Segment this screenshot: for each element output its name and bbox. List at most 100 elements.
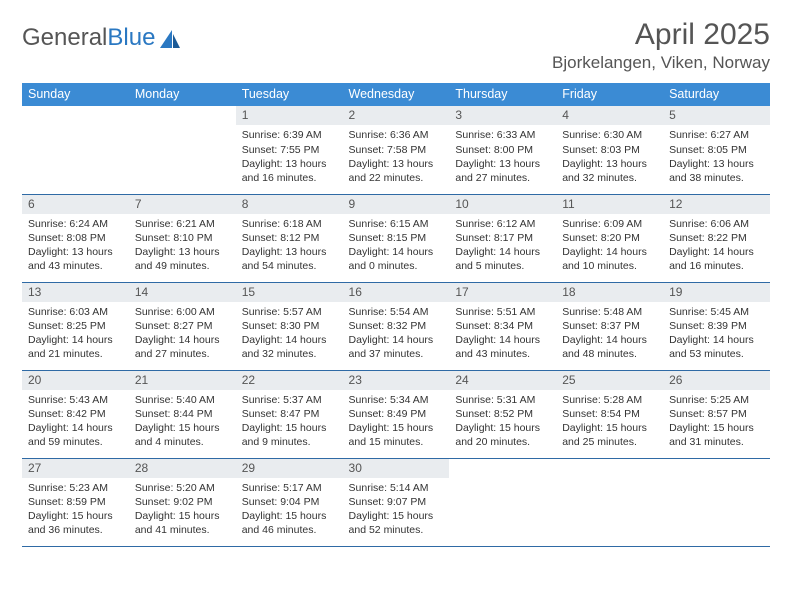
day-details: Sunrise: 6:06 AMSunset: 8:22 PMDaylight:…	[663, 214, 770, 278]
day-details: Sunrise: 5:28 AMSunset: 8:54 PMDaylight:…	[556, 390, 663, 454]
day-details: Sunrise: 5:17 AMSunset: 9:04 PMDaylight:…	[236, 478, 343, 542]
day-details: Sunrise: 5:51 AMSunset: 8:34 PMDaylight:…	[449, 302, 556, 366]
day-number: 16	[343, 283, 450, 302]
calendar-day-cell: 9Sunrise: 6:15 AMSunset: 8:15 PMDaylight…	[343, 194, 450, 282]
calendar-day-cell: 11Sunrise: 6:09 AMSunset: 8:20 PMDayligh…	[556, 194, 663, 282]
day-details: Sunrise: 5:45 AMSunset: 8:39 PMDaylight:…	[663, 302, 770, 366]
day-details: Sunrise: 5:37 AMSunset: 8:47 PMDaylight:…	[236, 390, 343, 454]
logo: GeneralBlue	[22, 18, 182, 52]
day-number: 23	[343, 371, 450, 390]
calendar-day-cell: 4Sunrise: 6:30 AMSunset: 8:03 PMDaylight…	[556, 106, 663, 194]
calendar-day-cell	[22, 106, 129, 194]
calendar-day-cell: 1Sunrise: 6:39 AMSunset: 7:55 PMDaylight…	[236, 106, 343, 194]
calendar-day-cell	[556, 458, 663, 546]
day-number: 21	[129, 371, 236, 390]
month-title: April 2025	[552, 18, 770, 51]
day-number: 18	[556, 283, 663, 302]
day-details: Sunrise: 6:03 AMSunset: 8:25 PMDaylight:…	[22, 302, 129, 366]
day-number: 30	[343, 459, 450, 478]
day-number: 22	[236, 371, 343, 390]
calendar-day-cell: 6Sunrise: 6:24 AMSunset: 8:08 PMDaylight…	[22, 194, 129, 282]
day-number: 1	[236, 106, 343, 125]
logo-text-2: Blue	[107, 24, 155, 52]
calendar-day-cell: 21Sunrise: 5:40 AMSunset: 8:44 PMDayligh…	[129, 370, 236, 458]
calendar-head: SundayMondayTuesdayWednesdayThursdayFrid…	[22, 83, 770, 106]
weekday-header: Monday	[129, 83, 236, 106]
day-details: Sunrise: 5:14 AMSunset: 9:07 PMDaylight:…	[343, 478, 450, 542]
calendar-day-cell: 16Sunrise: 5:54 AMSunset: 8:32 PMDayligh…	[343, 282, 450, 370]
day-number: 12	[663, 195, 770, 214]
day-details: Sunrise: 6:18 AMSunset: 8:12 PMDaylight:…	[236, 214, 343, 278]
weekday-header: Friday	[556, 83, 663, 106]
day-number: 24	[449, 371, 556, 390]
calendar-day-cell: 2Sunrise: 6:36 AMSunset: 7:58 PMDaylight…	[343, 106, 450, 194]
day-number: 11	[556, 195, 663, 214]
calendar-day-cell: 25Sunrise: 5:28 AMSunset: 8:54 PMDayligh…	[556, 370, 663, 458]
day-number: 4	[556, 106, 663, 125]
calendar-day-cell	[449, 458, 556, 546]
location-subtitle: Bjorkelangen, Viken, Norway	[552, 53, 770, 73]
calendar-week-row: 20Sunrise: 5:43 AMSunset: 8:42 PMDayligh…	[22, 370, 770, 458]
calendar-day-cell: 17Sunrise: 5:51 AMSunset: 8:34 PMDayligh…	[449, 282, 556, 370]
calendar-day-cell: 13Sunrise: 6:03 AMSunset: 8:25 PMDayligh…	[22, 282, 129, 370]
day-details: Sunrise: 5:40 AMSunset: 8:44 PMDaylight:…	[129, 390, 236, 454]
day-number: 27	[22, 459, 129, 478]
calendar-day-cell: 5Sunrise: 6:27 AMSunset: 8:05 PMDaylight…	[663, 106, 770, 194]
weekday-header: Thursday	[449, 83, 556, 106]
day-number: 28	[129, 459, 236, 478]
day-number: 15	[236, 283, 343, 302]
calendar-day-cell: 24Sunrise: 5:31 AMSunset: 8:52 PMDayligh…	[449, 370, 556, 458]
calendar-week-row: 13Sunrise: 6:03 AMSunset: 8:25 PMDayligh…	[22, 282, 770, 370]
day-number: 8	[236, 195, 343, 214]
day-number: 5	[663, 106, 770, 125]
day-number: 9	[343, 195, 450, 214]
day-details: Sunrise: 5:34 AMSunset: 8:49 PMDaylight:…	[343, 390, 450, 454]
day-number: 2	[343, 106, 450, 125]
day-details: Sunrise: 6:00 AMSunset: 8:27 PMDaylight:…	[129, 302, 236, 366]
day-number: 20	[22, 371, 129, 390]
day-number: 6	[22, 195, 129, 214]
weekday-header: Wednesday	[343, 83, 450, 106]
calendar-day-cell: 30Sunrise: 5:14 AMSunset: 9:07 PMDayligh…	[343, 458, 450, 546]
day-details: Sunrise: 5:48 AMSunset: 8:37 PMDaylight:…	[556, 302, 663, 366]
calendar-page: GeneralBlue April 2025 Bjorkelangen, Vik…	[0, 0, 792, 547]
day-details: Sunrise: 6:15 AMSunset: 8:15 PMDaylight:…	[343, 214, 450, 278]
calendar-week-row: 6Sunrise: 6:24 AMSunset: 8:08 PMDaylight…	[22, 194, 770, 282]
day-number: 3	[449, 106, 556, 125]
day-number: 29	[236, 459, 343, 478]
day-details: Sunrise: 6:27 AMSunset: 8:05 PMDaylight:…	[663, 125, 770, 189]
day-details: Sunrise: 5:25 AMSunset: 8:57 PMDaylight:…	[663, 390, 770, 454]
calendar-week-row: 1Sunrise: 6:39 AMSunset: 7:55 PMDaylight…	[22, 106, 770, 194]
calendar-day-cell: 10Sunrise: 6:12 AMSunset: 8:17 PMDayligh…	[449, 194, 556, 282]
weekday-header: Sunday	[22, 83, 129, 106]
day-number: 17	[449, 283, 556, 302]
calendar-day-cell: 15Sunrise: 5:57 AMSunset: 8:30 PMDayligh…	[236, 282, 343, 370]
day-details: Sunrise: 5:43 AMSunset: 8:42 PMDaylight:…	[22, 390, 129, 454]
day-details: Sunrise: 5:31 AMSunset: 8:52 PMDaylight:…	[449, 390, 556, 454]
day-details: Sunrise: 6:09 AMSunset: 8:20 PMDaylight:…	[556, 214, 663, 278]
calendar-day-cell: 28Sunrise: 5:20 AMSunset: 9:02 PMDayligh…	[129, 458, 236, 546]
day-details: Sunrise: 5:20 AMSunset: 9:02 PMDaylight:…	[129, 478, 236, 542]
calendar-day-cell: 26Sunrise: 5:25 AMSunset: 8:57 PMDayligh…	[663, 370, 770, 458]
day-details: Sunrise: 5:23 AMSunset: 8:59 PMDaylight:…	[22, 478, 129, 542]
title-block: April 2025 Bjorkelangen, Viken, Norway	[552, 18, 770, 73]
calendar-day-cell	[129, 106, 236, 194]
day-number: 14	[129, 283, 236, 302]
day-details: Sunrise: 6:12 AMSunset: 8:17 PMDaylight:…	[449, 214, 556, 278]
day-details: Sunrise: 5:57 AMSunset: 8:30 PMDaylight:…	[236, 302, 343, 366]
calendar-day-cell: 27Sunrise: 5:23 AMSunset: 8:59 PMDayligh…	[22, 458, 129, 546]
calendar-day-cell: 23Sunrise: 5:34 AMSunset: 8:49 PMDayligh…	[343, 370, 450, 458]
day-number: 26	[663, 371, 770, 390]
calendar-day-cell: 7Sunrise: 6:21 AMSunset: 8:10 PMDaylight…	[129, 194, 236, 282]
day-number: 25	[556, 371, 663, 390]
logo-sail-icon	[158, 28, 182, 50]
logo-text-1: General	[22, 24, 107, 52]
day-number: 13	[22, 283, 129, 302]
calendar-body: 1Sunrise: 6:39 AMSunset: 7:55 PMDaylight…	[22, 106, 770, 546]
calendar-table: SundayMondayTuesdayWednesdayThursdayFrid…	[22, 83, 770, 547]
calendar-day-cell	[663, 458, 770, 546]
calendar-day-cell: 12Sunrise: 6:06 AMSunset: 8:22 PMDayligh…	[663, 194, 770, 282]
day-details: Sunrise: 6:39 AMSunset: 7:55 PMDaylight:…	[236, 125, 343, 189]
weekday-header: Tuesday	[236, 83, 343, 106]
header: GeneralBlue April 2025 Bjorkelangen, Vik…	[22, 18, 770, 73]
